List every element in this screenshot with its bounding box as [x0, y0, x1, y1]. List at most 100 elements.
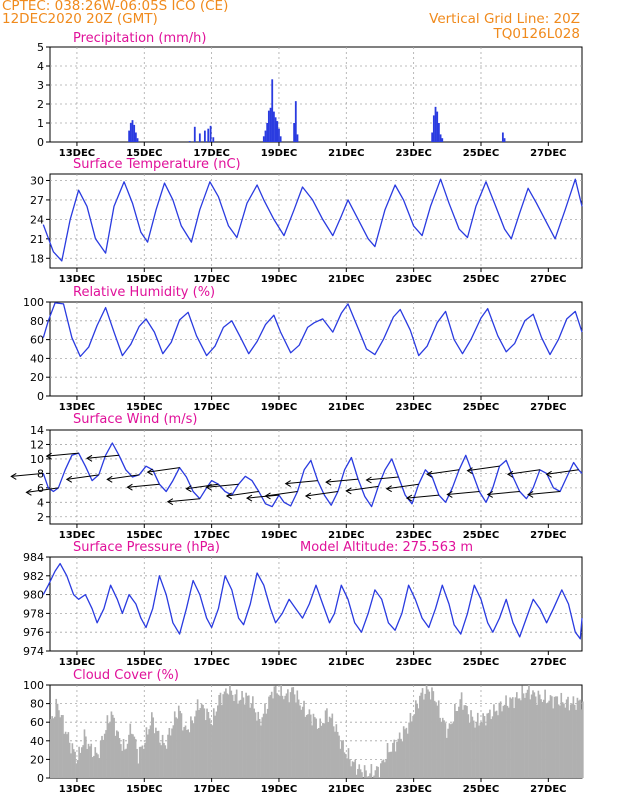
cloud-bar [245, 692, 247, 778]
cloud-bar [200, 703, 203, 778]
cloud-bar [490, 719, 493, 778]
cloud-bar [261, 717, 264, 778]
cloud-bar [266, 708, 269, 778]
precip-bar [434, 106, 437, 142]
cloud-bar [67, 732, 70, 778]
cloud-bar [85, 736, 87, 778]
x-tick-label: 17DEC [193, 402, 229, 413]
cloud-bar [66, 734, 68, 778]
cloud-bar [234, 694, 237, 778]
cloud-bar [406, 733, 409, 778]
cloud-bar [421, 688, 424, 778]
cloud-bar [559, 705, 561, 778]
cloud-bar [501, 711, 503, 778]
wind-arrow-head [45, 452, 52, 460]
cloud-bar [342, 740, 344, 778]
cloud-bar [280, 685, 282, 778]
precip-bar [188, 141, 191, 142]
precip-bar [432, 115, 435, 142]
cloud-bar [567, 696, 569, 778]
cloud-bar [401, 741, 404, 778]
x-tick-label: 21DEC [328, 148, 364, 159]
cloud-bar [436, 705, 439, 778]
cloud-bar [464, 705, 467, 778]
cloud-bar [478, 725, 480, 778]
cloud-bar [369, 773, 371, 778]
cloud-bar [576, 697, 579, 778]
cloud-bar [237, 703, 239, 778]
cloud-bar [304, 716, 307, 778]
cloud-bar [63, 733, 66, 778]
cloud-bar [299, 705, 301, 778]
cloud-bar [528, 685, 530, 778]
cloud-bar [410, 721, 413, 778]
cloud-bar [278, 696, 281, 778]
wind-arrow-head [527, 491, 534, 498]
cloud-bar [309, 714, 312, 778]
cloud-bar [573, 704, 576, 778]
wind-arrow-head [304, 492, 312, 500]
precip-bar [212, 137, 215, 142]
model-code: TQ0126L028 [493, 26, 580, 42]
cloud-bar [557, 704, 560, 778]
cloud-bar [90, 743, 93, 778]
wind-arrow-head [86, 454, 93, 462]
cloud-bar [517, 698, 519, 778]
cloud-bar [474, 727, 476, 778]
cloud-bar [238, 700, 241, 778]
cloud-bar [548, 700, 550, 778]
wind-arrow-head [25, 488, 32, 496]
cloud-bar [68, 742, 71, 778]
cloud-bar [173, 711, 176, 778]
cloud-bar [126, 743, 129, 778]
wind-arrow-head [466, 467, 473, 475]
cloud-bar [560, 692, 563, 778]
cloud-bar [293, 694, 296, 778]
cloud-bar [179, 710, 181, 778]
cloud-bar [503, 704, 506, 778]
cloud-bar [357, 768, 359, 778]
cloud-bar [522, 693, 525, 778]
cloud-bar [437, 700, 440, 778]
x-tick-label: 17DEC [193, 148, 229, 159]
x-tick-label: 25DEC [463, 274, 499, 285]
cloud-bar [148, 729, 150, 778]
cloud-bar [128, 734, 130, 778]
cloud-bar [534, 696, 537, 778]
cloud-bar [417, 708, 420, 778]
cloud-bar [217, 705, 219, 778]
cloud-bar [313, 717, 316, 778]
cloud-bar [414, 700, 417, 778]
cloud-bar [335, 724, 338, 778]
cloud-bar [367, 776, 370, 778]
cloud-bar [311, 725, 313, 778]
cloud-bar [390, 751, 393, 778]
cloud-bar [164, 745, 167, 778]
x-tick-label: 25DEC [463, 530, 499, 541]
cloud-bar [113, 717, 115, 778]
wind-arrow-head [486, 491, 493, 498]
cloud-bar [516, 692, 518, 778]
y-tick-label: 18 [30, 252, 44, 265]
precip-bar [133, 124, 136, 142]
cloud-bar [111, 714, 114, 778]
cloud-bar [326, 708, 328, 778]
cloud-bar [203, 708, 206, 778]
cloud-bar [117, 731, 119, 778]
cloud-bar [177, 705, 180, 778]
cloud-bar [120, 744, 122, 778]
x-tick-label: 23DEC [395, 274, 431, 285]
precip-bar [266, 123, 269, 142]
cloud-bar [378, 777, 381, 778]
cloud-bar [99, 740, 102, 778]
cloud-bar [159, 742, 161, 778]
precip-bar [203, 130, 206, 142]
cloud-bar [274, 685, 277, 778]
y-tick-label: 0 [37, 136, 44, 149]
cloud-bar [499, 701, 502, 778]
precip-bar [274, 117, 277, 142]
cloud-bar [355, 774, 358, 778]
cloud-bar [458, 706, 460, 778]
precip-bar [264, 130, 267, 142]
cloud-bar [71, 743, 74, 778]
